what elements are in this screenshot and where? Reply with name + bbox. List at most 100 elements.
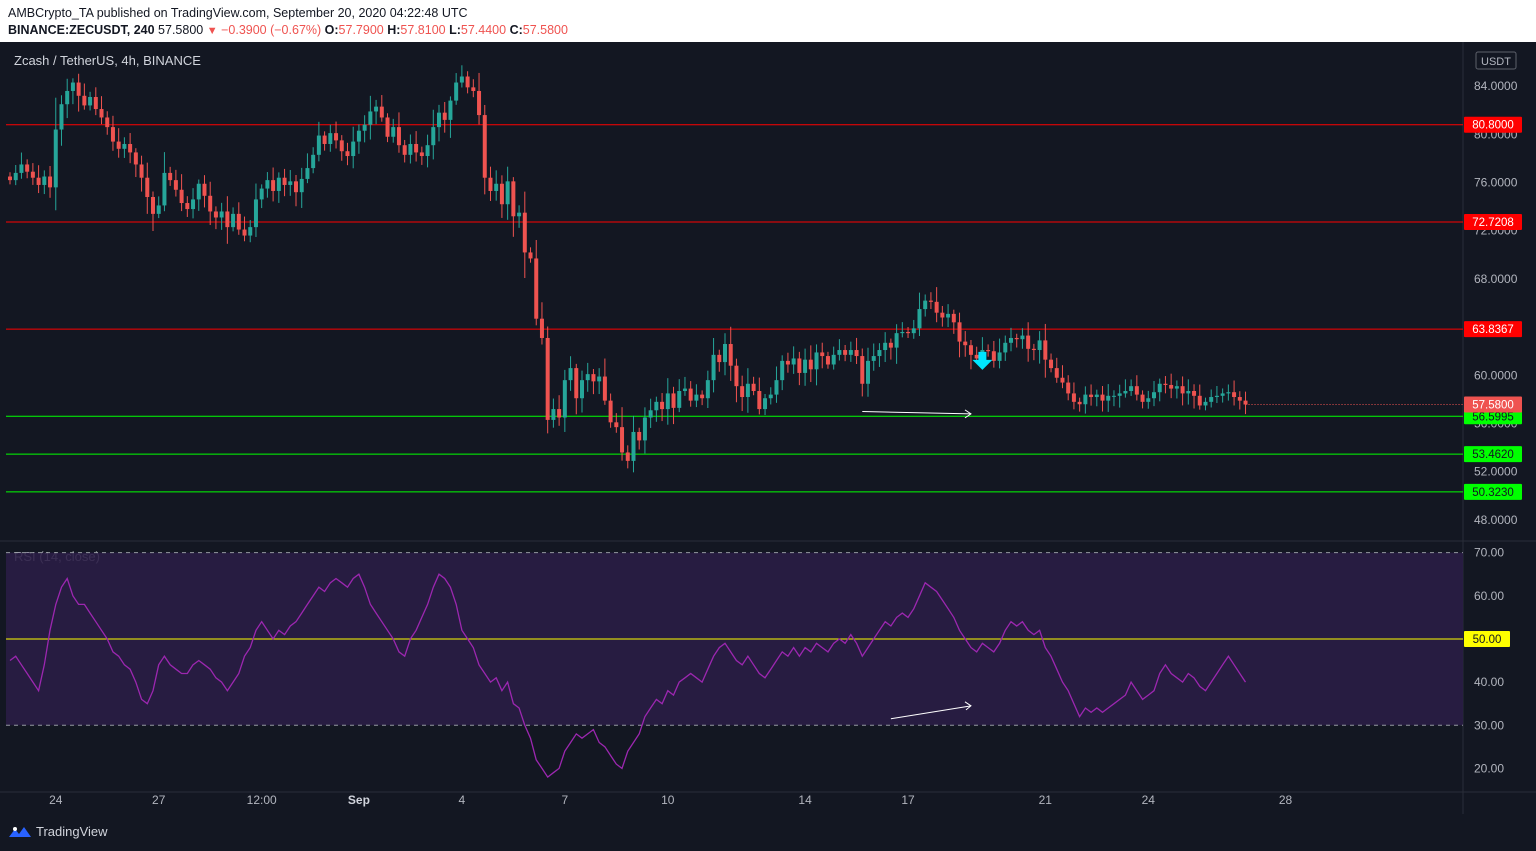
- candle-body: [448, 100, 453, 120]
- candle-body: [70, 82, 75, 91]
- candle-body: [196, 183, 201, 200]
- candle-body: [711, 354, 716, 381]
- symbol-label: BINANCE:ZECUSDT, 240: [8, 23, 155, 37]
- last-price: 57.5800: [158, 23, 204, 37]
- candle-body: [419, 152, 424, 157]
- candle-body: [425, 145, 430, 157]
- candle-body: [276, 177, 281, 191]
- ohlc-line: BINANCE:ZECUSDT, 240 57.5800 ▼ −0.3900 (…: [8, 23, 568, 37]
- candle-body: [93, 96, 98, 110]
- candle-body: [368, 111, 373, 125]
- support-level-tag: [1464, 446, 1522, 463]
- candle-body: [345, 151, 350, 157]
- candle-body: [1031, 348, 1036, 351]
- candle-body: [694, 394, 699, 401]
- rsi-tick-label: 40.00: [1474, 675, 1504, 689]
- candle-body: [173, 180, 178, 190]
- candle-body: [236, 213, 241, 230]
- close-label: C:: [509, 23, 523, 37]
- candle-body: [934, 301, 939, 313]
- candle-body: [253, 199, 258, 228]
- resistance-level-label: 80.8000: [1472, 120, 1514, 132]
- candle-body: [396, 127, 401, 146]
- candle-body: [231, 213, 236, 228]
- candle-body: [391, 127, 396, 137]
- candle-body: [213, 211, 218, 218]
- candle-body: [271, 180, 276, 191]
- candle-body: [1123, 390, 1128, 394]
- publisher-name[interactable]: AMBCrypto_TA: [8, 6, 94, 20]
- candle-body: [517, 212, 522, 217]
- candle-body: [414, 143, 419, 153]
- candle-body: [162, 172, 167, 206]
- candle-body: [19, 164, 24, 173]
- last-price-label: 57.5800: [1472, 399, 1514, 411]
- support-level-label: 56.5995: [1472, 411, 1514, 423]
- candle-body: [665, 393, 670, 410]
- candle-body: [682, 388, 687, 391]
- candle-body: [145, 177, 150, 198]
- candle-body: [465, 76, 470, 88]
- candle-body: [951, 313, 956, 323]
- candle-body: [763, 398, 768, 410]
- candle-body: [110, 127, 115, 142]
- candle-body: [654, 401, 659, 411]
- candle-body: [122, 143, 127, 149]
- candle-body: [946, 313, 951, 318]
- support-level-tag: [1464, 483, 1522, 500]
- candle-body: [259, 188, 264, 200]
- time-tick-label: 24: [1142, 793, 1156, 807]
- candle-body: [602, 376, 607, 401]
- candle-body: [59, 104, 64, 130]
- candle-body: [48, 176, 53, 188]
- time-tick-label: 27: [152, 793, 166, 807]
- candle-body: [1232, 392, 1237, 398]
- candle-body: [1026, 335, 1031, 349]
- candle-body: [459, 76, 464, 83]
- candle-body: [808, 359, 813, 370]
- rsi-mid-tag: [1464, 630, 1510, 647]
- resistance-level-label: 63.8367: [1472, 324, 1514, 336]
- candle-body: [648, 410, 653, 418]
- candle-body: [351, 141, 356, 157]
- candle-body: [723, 344, 727, 363]
- candle-body: [105, 117, 110, 128]
- chart-title: Zcash / TetherUS, 4h, BINANCE: [14, 53, 201, 68]
- candle-body: [374, 106, 379, 112]
- candle-body: [1049, 359, 1054, 369]
- candle-body: [883, 342, 888, 351]
- brand-label: TradingView: [36, 824, 108, 839]
- candle-body: [1163, 383, 1168, 385]
- candle-body: [940, 312, 945, 318]
- candle-body: [1054, 368, 1059, 378]
- rsi-tick-label: 30.00: [1474, 718, 1504, 732]
- candle-body: [545, 337, 550, 420]
- candle-body: [597, 376, 602, 382]
- candle-body: [986, 350, 991, 352]
- candle-body: [1020, 335, 1025, 340]
- candle-body: [1009, 337, 1013, 343]
- resistance-level-tag: [1464, 321, 1522, 338]
- open-label: O:: [324, 23, 339, 37]
- candle-body: [265, 180, 270, 189]
- candle-body: [608, 400, 613, 423]
- candle-body: [963, 341, 968, 346]
- candle-body: [1106, 395, 1111, 401]
- candle-body: [705, 380, 710, 399]
- time-tick-label: 14: [798, 793, 812, 807]
- tradingview-logo-icon: [9, 826, 31, 837]
- candle-body: [814, 352, 819, 370]
- candle-body: [1071, 393, 1076, 402]
- candle-body: [1220, 393, 1225, 396]
- chart-area[interactable]: Zcash / TetherUS, 4h, BINANCE USDT 48.0000…: [0, 42, 1536, 814]
- tradingview-brand[interactable]: TradingView: [8, 824, 108, 839]
- candle-body: [168, 172, 173, 181]
- candle-body: [248, 227, 253, 236]
- candle-body: [797, 358, 802, 373]
- candle-body: [408, 143, 413, 155]
- candle-body: [25, 164, 30, 172]
- candle-body: [677, 390, 682, 408]
- candle-body: [1077, 401, 1082, 405]
- candle-body: [642, 417, 647, 441]
- low-value: 57.4400: [460, 23, 507, 37]
